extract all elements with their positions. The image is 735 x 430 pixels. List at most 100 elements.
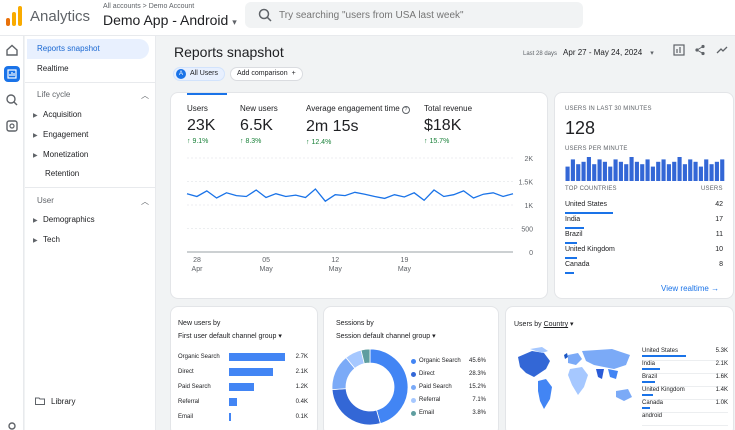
channel-row[interactable]: Organic Search 2.7K — [178, 353, 308, 365]
minute-bar[interactable] — [624, 164, 629, 181]
nav-demographics[interactable]: ▶ Demographics — [33, 215, 95, 224]
info-icon[interactable]: ? — [401, 106, 410, 114]
minute-bar[interactable] — [677, 157, 682, 181]
minute-bar[interactable] — [613, 159, 618, 181]
minute-bar[interactable] — [576, 164, 581, 181]
channel-label: Paid Search — [178, 384, 211, 390]
property-picker[interactable]: Demo App - Android ▾ — [103, 12, 237, 28]
date-range-picker[interactable]: Last 28 days Apr 27 - May 24, 2024 ▾ — [523, 48, 654, 57]
settings-icon[interactable] — [4, 418, 20, 430]
minute-bar[interactable] — [661, 159, 666, 181]
minute-bar[interactable] — [693, 161, 698, 181]
realtime-title: USERS IN LAST 30 MINUTES — [565, 106, 652, 112]
view-realtime-link[interactable]: View realtime → — [661, 284, 719, 293]
minute-bar[interactable] — [698, 166, 703, 181]
metric-users[interactable]: Users 23K ↑ 9.1% — [187, 104, 215, 145]
explore-icon[interactable] — [4, 92, 20, 108]
nav-monetization[interactable]: ▶ Monetization — [33, 150, 88, 159]
nav-realtime[interactable]: Realtime — [37, 64, 69, 73]
legend-row[interactable]: Organic Search 45.6% — [411, 358, 486, 370]
minute-bar[interactable] — [709, 164, 714, 181]
channel-row[interactable]: Referral 0.4K — [178, 398, 308, 410]
minute-bar[interactable] — [714, 161, 719, 181]
dimension-picker[interactable]: Session default channel group ▾ — [336, 332, 436, 340]
minute-bar[interactable] — [581, 161, 586, 181]
advertising-icon[interactable] — [4, 118, 20, 134]
minute-bar[interactable] — [720, 159, 725, 181]
segment-chip-all-users[interactable]: A All Users — [173, 67, 226, 81]
search-bar[interactable] — [245, 2, 583, 28]
minute-bar[interactable] — [645, 159, 650, 181]
minute-bar[interactable] — [629, 157, 634, 181]
dimension-picker[interactable]: Users by Country ▾ — [514, 320, 574, 328]
minute-bar[interactable] — [672, 161, 677, 181]
nav-reports-snapshot[interactable]: Reports snapshot — [27, 39, 149, 59]
minute-bar[interactable] — [640, 164, 645, 181]
metric-label: New users — [240, 104, 278, 113]
country-row[interactable]: Canada 1.0K — [642, 399, 728, 413]
minute-bar[interactable] — [570, 159, 575, 181]
nav-section-user[interactable]: User ︿ — [37, 196, 149, 206]
nav-engagement[interactable]: ▶ Engagement — [33, 130, 88, 139]
channel-label: Email — [178, 414, 194, 420]
channel-row[interactable]: Direct 2.1K — [178, 368, 308, 380]
minute-bar[interactable] — [608, 166, 613, 181]
realtime-country-row[interactable]: United States 42 — [565, 201, 723, 216]
metric-total-revenue[interactable]: Total revenue $18K ↑ 15.7% — [424, 104, 472, 145]
country-row[interactable]: India 2.1K — [642, 360, 728, 374]
metric-new-users[interactable]: New users 6.5K ↑ 8.3% — [240, 104, 278, 145]
realtime-country-row[interactable]: Canada 8 — [565, 261, 723, 276]
country-row[interactable]: android — [642, 412, 728, 426]
legend-label: Referral — [419, 397, 441, 403]
legend-row[interactable]: Paid Search 15.2% — [411, 384, 486, 396]
minute-bar[interactable] — [656, 161, 661, 181]
minute-bar[interactable] — [586, 157, 591, 181]
metric-engagement-time[interactable]: Average engagement time ? 2m 15s ↑ 12.4% — [306, 104, 410, 146]
series-users-line[interactable] — [186, 188, 514, 203]
minute-bar[interactable] — [682, 164, 687, 181]
country-row[interactable]: Brazil 1.6K — [642, 373, 728, 387]
nav-tech[interactable]: ▶ Tech — [33, 235, 60, 244]
add-comparison-button[interactable]: Add comparison + — [230, 67, 303, 81]
minute-bar[interactable] — [666, 164, 671, 181]
minute-bar[interactable] — [602, 161, 607, 181]
minute-bar[interactable] — [688, 159, 693, 181]
legend-row[interactable]: Direct 28.3% — [411, 371, 486, 383]
metric-value: 6.5K — [240, 117, 273, 134]
nav-acquisition[interactable]: ▶ Acquisition — [33, 110, 82, 119]
legend-dot — [411, 372, 416, 377]
dimension-picker[interactable]: First user default channel group ▾ — [178, 332, 282, 340]
nav-retention[interactable]: Retention — [45, 169, 80, 178]
legend-row[interactable]: Referral 7.1% — [411, 397, 486, 409]
customize-report-icon[interactable] — [673, 44, 685, 56]
account-breadcrumb[interactable]: All accounts > Demo Account — [103, 3, 195, 10]
search-input[interactable] — [279, 7, 569, 23]
nav-section-life-cycle[interactable]: Life cycle ︿ — [37, 90, 149, 100]
share-icon[interactable] — [694, 44, 706, 56]
donut-slice[interactable] — [369, 348, 409, 425]
nav-library[interactable]: Library — [35, 397, 75, 406]
country-row[interactable]: United States 5.3K — [642, 347, 728, 361]
donut-slice[interactable] — [360, 348, 371, 365]
donut-slice[interactable] — [331, 388, 381, 426]
minute-bar[interactable] — [634, 161, 639, 181]
legend-row[interactable]: Email 3.8% — [411, 410, 486, 422]
realtime-country-row[interactable]: Brazil 11 — [565, 231, 723, 246]
reports-icon[interactable] — [4, 66, 20, 82]
home-icon[interactable] — [4, 42, 20, 58]
x-tick-month: May — [398, 266, 412, 273]
minute-bar[interactable] — [565, 166, 570, 181]
channel-row[interactable]: Paid Search 1.2K — [178, 383, 308, 395]
minute-bar[interactable] — [597, 159, 602, 181]
minute-bar[interactable] — [704, 159, 709, 181]
realtime-country-row[interactable]: India 17 — [565, 216, 723, 231]
minute-bar[interactable] — [650, 166, 655, 181]
insights-icon[interactable] — [716, 44, 728, 56]
metric-value: 2m 15s — [306, 118, 359, 135]
channel-row[interactable]: Email 0.1K — [178, 413, 308, 425]
analytics-logo-icon[interactable] — [6, 6, 24, 26]
minute-bar[interactable] — [592, 164, 597, 181]
minute-bar[interactable] — [618, 161, 623, 181]
realtime-country-row[interactable]: United Kingdom 10 — [565, 246, 723, 261]
country-row[interactable]: United Kingdom 1.4K — [642, 386, 728, 400]
